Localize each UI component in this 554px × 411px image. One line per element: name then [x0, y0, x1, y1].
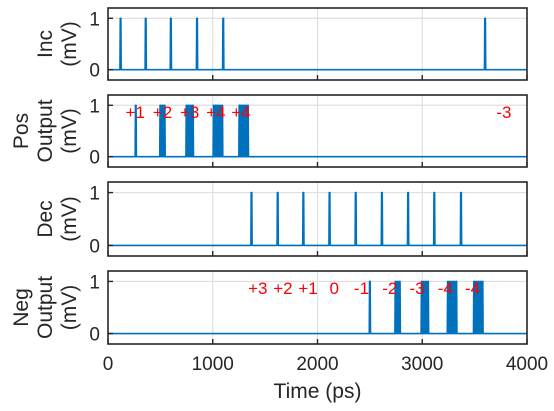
x-tick-label: 4000 — [506, 354, 548, 375]
y-tick-label: 0 — [89, 61, 100, 82]
y-tick-label: 1 — [89, 184, 100, 205]
pulse-count-annotation: -3 — [496, 103, 511, 122]
y-axis-label-line: (mV) — [58, 285, 81, 331]
y-tick-label: 0 — [89, 236, 100, 257]
pulse-count-annotation: +4 — [231, 103, 250, 122]
pulse-count-annotation: +2 — [153, 103, 172, 122]
y-axis-label-line: Output — [34, 99, 57, 162]
y-axis-label-line: (mV) — [58, 108, 81, 154]
series-line — [108, 191, 527, 247]
y-tick-label: 1 — [89, 272, 100, 293]
panel-1: 0 1 Inc (mV) — [34, 7, 528, 82]
y-axis-label: Dec (mV) — [34, 196, 81, 242]
y-axis-label: Pos Output (mV) — [10, 99, 81, 162]
pulse-count-annotation: +3 — [180, 103, 199, 122]
x-tick-label: 0 — [103, 354, 114, 375]
pulse-count-annotation: +1 — [298, 279, 317, 298]
y-axis-label-line: Dec — [34, 200, 57, 237]
pulse-count-annotation: -3 — [409, 279, 424, 298]
y-axis-label-line: Output — [34, 276, 57, 339]
panel-4: 0 1 Neg Output (mV) +3 +2 +1 0 -1 -2 -3 -4 -4 0 1000 200… — [10, 270, 548, 403]
x-tick-label: 1000 — [192, 354, 234, 375]
pulse-count-annotation: +3 — [248, 279, 267, 298]
pulse-count-annotation: +1 — [126, 103, 145, 122]
y-tick-label: 0 — [89, 148, 100, 169]
pulse-count-annotation: -1 — [354, 279, 369, 298]
pulse-count-annotation: +4 — [206, 103, 225, 122]
y-tick-label: 1 — [89, 96, 100, 117]
y-axis-label-line: Neg — [10, 288, 33, 327]
y-axis-label-line: Inc — [34, 30, 57, 58]
panel-3: 0 1 Dec (mV) — [34, 181, 528, 257]
pulse-count-annotation: -2 — [382, 279, 397, 298]
y-axis-label-line: (mV) — [58, 196, 81, 242]
panel-2: 0 1 Pos Output (mV) +1 +2 +3 +4 +4 -3 — [10, 94, 528, 169]
pulse-count-annotation: 0 — [330, 279, 339, 298]
y-tick-label: 1 — [89, 9, 100, 30]
y-tick-label: 0 — [89, 325, 100, 346]
series-line — [108, 104, 527, 158]
pulse-count-annotation: -4 — [438, 279, 453, 298]
x-tick-label: 2000 — [296, 354, 338, 375]
series-line — [108, 17, 527, 71]
pulse-count-annotation: -4 — [465, 279, 480, 298]
y-axis-label-line: (mV) — [58, 21, 81, 67]
pulse-count-annotation: +2 — [273, 279, 292, 298]
x-axis-label: Time (ps) — [274, 380, 362, 403]
y-axis-label: Inc (mV) — [34, 21, 81, 67]
x-tick-label: 3000 — [401, 354, 443, 375]
y-axis-label: Neg Output (mV) — [10, 276, 81, 339]
y-axis-label-line: Pos — [10, 113, 33, 149]
series-line — [108, 280, 527, 335]
